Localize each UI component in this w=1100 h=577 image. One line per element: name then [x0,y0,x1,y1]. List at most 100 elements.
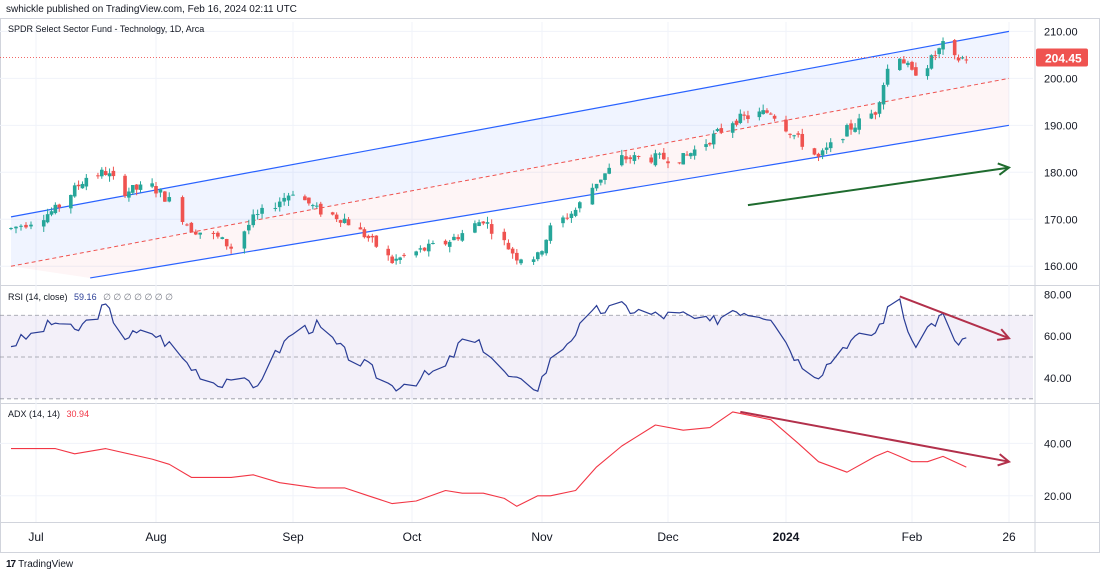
channel-upper-line [10,30,1010,218]
candle [443,239,448,246]
candle-body [906,62,910,66]
adx-legend[interactable]: ADX (14, 14) 30.94 [8,409,89,419]
adx-label: ADX (14, 14) [8,409,61,419]
candle-body [29,224,33,227]
candle [502,228,507,246]
candle-body [730,123,735,133]
candle [925,64,930,80]
candle-body [548,225,553,241]
candle [123,173,127,199]
last-price-tag [1036,48,1088,67]
candle [873,111,878,120]
candle [853,123,857,133]
candle-body [952,40,957,56]
rsi-divergence-arrow-head [996,328,1011,341]
candle-body [657,153,662,155]
candle [84,174,89,191]
grid [0,18,1100,553]
candle [57,203,62,212]
adx-divergence-arrow-head [997,453,1012,467]
candle [704,139,708,151]
candle-body [167,197,172,202]
candle-body [220,237,225,239]
candle-body [414,251,418,256]
candle [255,209,260,220]
candle-body [358,227,363,230]
candle-body [792,135,796,137]
candle [515,249,519,265]
date-tick-label: Sep [282,530,304,544]
candle [242,230,247,254]
candle-body [260,207,264,214]
candle [185,223,189,227]
candle [869,109,874,120]
candle-body [447,241,452,247]
rsi-band-fill [0,315,1033,399]
candle [431,240,435,245]
candle-body [502,231,507,241]
candle-body [910,61,914,70]
candle [346,217,351,226]
candle [394,254,398,265]
candle-body [632,155,637,161]
symbol-title[interactable]: SPDR Select Sector Fund - Technology, 1D… [8,24,205,34]
candle-body [303,196,307,201]
candle-body [692,149,697,156]
candle [163,191,167,202]
candle-body [193,231,198,235]
candle-body [138,184,143,190]
candle [929,54,934,70]
price-pane [0,30,1033,279]
candle-body [519,259,523,264]
candle-body [578,202,582,209]
candle [689,152,693,160]
channel-mid-line [10,77,1010,267]
candle [130,184,135,195]
price-tick-label: 200.00 [1044,73,1078,85]
candle-body [964,59,969,61]
candle [772,114,777,122]
channel-upper-fill [11,31,1009,267]
candle [510,246,515,259]
candle-body [402,254,406,256]
price-tick-label: 190.00 [1044,120,1078,132]
candle [820,148,825,160]
candle-body [933,55,938,57]
candle [127,187,131,202]
candle-body [57,204,62,208]
rsi-tick-label: 40.00 [1044,373,1072,385]
candle [315,202,319,209]
candle [914,62,918,77]
candle [193,229,198,236]
candle [816,152,821,162]
tradingview-logo[interactable]: 17 TradingView [6,559,73,570]
candle-body [784,119,788,132]
candle-body [330,212,335,215]
candle [80,181,85,189]
candle-body [362,229,367,238]
rsi-legend[interactable]: RSI (14, close) 59.16 ∅ ∅ ∅ ∅ ∅ ∅ ∅ [8,292,173,303]
candle-body [816,153,821,157]
candle [607,163,611,175]
candle-body [929,55,934,69]
candle [960,55,965,60]
candle-body [620,155,624,166]
candle-body [443,240,448,245]
adx-tick-label: 20.00 [1044,491,1072,503]
candle [422,247,427,252]
candle [506,239,511,250]
candle [540,250,544,257]
candle-body [211,232,216,235]
candle [76,180,81,190]
candle [198,232,202,239]
candle-body [569,213,574,219]
price-tick-label: 170.00 [1044,214,1078,226]
candle [544,239,548,256]
candle-body [898,58,902,70]
candle-body [772,115,777,119]
candle [603,173,607,185]
candle [107,168,112,182]
rsi-value: 59.16 [74,292,97,302]
candle-body [460,233,465,241]
